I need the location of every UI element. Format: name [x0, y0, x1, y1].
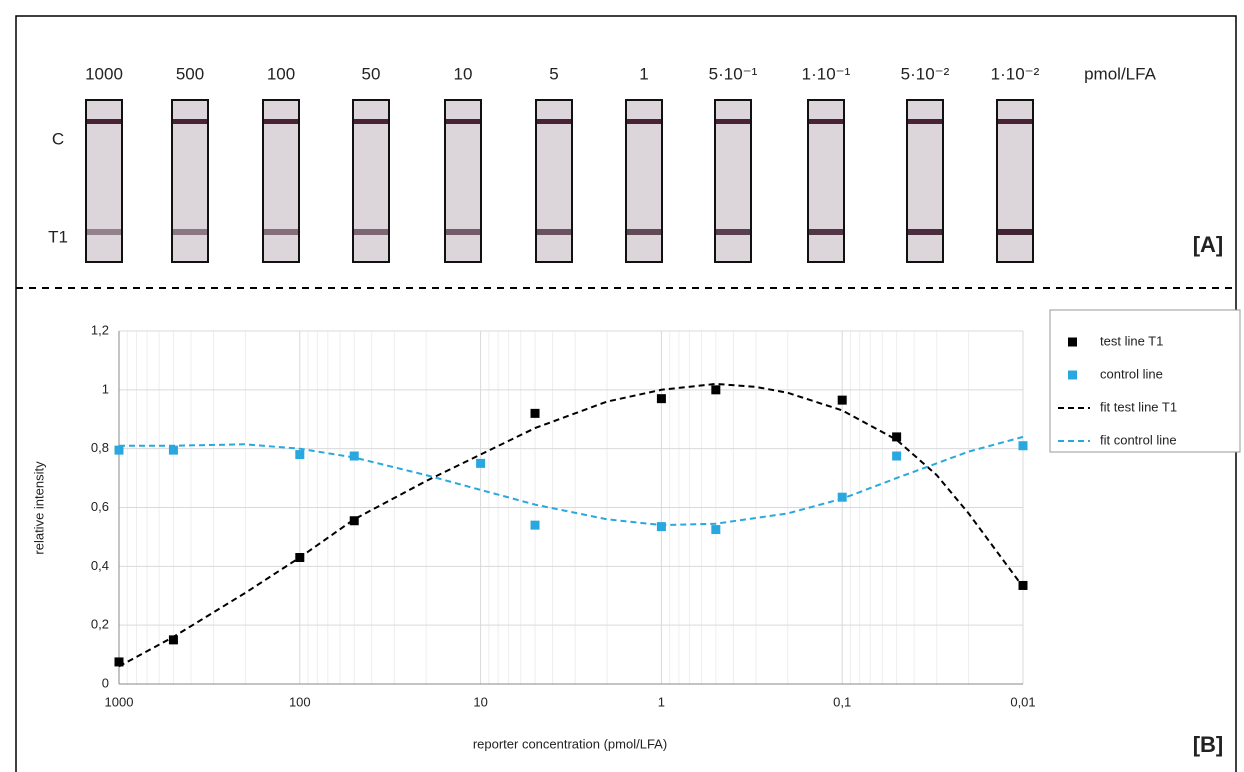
- panel-label: [B]: [1193, 732, 1224, 757]
- control-band: [264, 119, 298, 124]
- x-tick-label: 10: [473, 694, 487, 709]
- data-point: [168, 445, 178, 455]
- data-point: [114, 445, 124, 455]
- fit-curve: [118, 382, 1024, 668]
- test-band: [627, 229, 661, 235]
- control-band: [716, 119, 750, 124]
- control-band: [908, 119, 942, 124]
- row-label: T1: [48, 227, 68, 246]
- test-band: [173, 229, 207, 235]
- test-band: [354, 229, 388, 235]
- test-strip: [171, 99, 209, 263]
- concentration-label: 50: [362, 64, 381, 83]
- test-band: [264, 229, 298, 235]
- y-tick-label: 0,4: [91, 558, 109, 573]
- test-band: [809, 229, 843, 235]
- data-point: [837, 492, 847, 502]
- test-strip: [352, 99, 390, 263]
- concentration-label: 1·10⁻¹: [802, 64, 851, 83]
- control-band: [537, 119, 571, 124]
- test-strip: [535, 99, 573, 263]
- test-strip: [262, 99, 300, 263]
- row-label: C: [52, 129, 64, 148]
- concentration-label: 100: [267, 64, 295, 83]
- data-point: [892, 432, 902, 442]
- legend-marker: [1068, 337, 1077, 347]
- y-tick-label: 0: [102, 675, 109, 690]
- concentration-label: 1000: [85, 64, 123, 83]
- x-tick-label: 1: [658, 694, 665, 709]
- concentration-label: 5·10⁻²: [901, 64, 950, 83]
- legend-box: [1049, 309, 1241, 453]
- control-band: [354, 119, 388, 124]
- data-point: [656, 394, 666, 404]
- control-band: [809, 119, 843, 124]
- fit-curve: [119, 435, 1024, 527]
- concentration-label: 1: [639, 64, 648, 83]
- test-strip: [444, 99, 482, 263]
- y-tick-label: 1: [102, 381, 109, 396]
- data-point: [530, 408, 540, 418]
- test-strip: [807, 99, 845, 263]
- x-tick-label: 0,1: [833, 694, 851, 709]
- control-band: [998, 119, 1032, 124]
- y-tick-label: 0,2: [91, 617, 109, 632]
- concentration-label: 500: [176, 64, 204, 83]
- control-band: [173, 119, 207, 124]
- legend-label: fit test line T1: [1100, 399, 1177, 414]
- data-point: [711, 385, 721, 395]
- y-tick-label: 0,6: [91, 499, 109, 514]
- x-tick-label: 1000: [105, 694, 134, 709]
- data-point: [114, 657, 124, 667]
- control-band: [446, 119, 480, 124]
- data-point: [349, 516, 359, 526]
- test-strip: [625, 99, 663, 263]
- test-band: [908, 229, 942, 235]
- data-point: [656, 522, 666, 532]
- test-band: [998, 229, 1032, 235]
- data-point: [295, 450, 305, 460]
- data-point: [837, 395, 847, 405]
- test-band: [537, 229, 571, 235]
- test-strip: [906, 99, 944, 263]
- legend-label: control line: [1100, 366, 1163, 381]
- data-point: [476, 458, 486, 468]
- y-tick-label: 0,8: [91, 440, 109, 455]
- test-strip: [714, 99, 752, 263]
- control-band: [87, 119, 121, 124]
- test-band: [716, 229, 750, 235]
- data-point: [1018, 441, 1028, 451]
- y-axis-title: relative intensity: [31, 461, 46, 555]
- concentration-label: 10: [454, 64, 473, 83]
- test-strip: [996, 99, 1034, 263]
- legend-label: fit control line: [1100, 432, 1177, 447]
- data-point: [168, 635, 178, 645]
- x-axis-title: reporter concentration (pmol/LFA): [473, 736, 667, 751]
- legend-label: test line T1: [1100, 333, 1163, 348]
- y-tick-label: 1,2: [91, 322, 109, 337]
- data-point: [530, 520, 540, 530]
- concentration-label: 5: [549, 64, 558, 83]
- data-point: [349, 451, 359, 461]
- data-point: [711, 525, 721, 535]
- legend-marker: [1068, 370, 1077, 380]
- control-band: [627, 119, 661, 124]
- concentration-label: 1·10⁻²: [991, 64, 1040, 83]
- test-band: [446, 229, 480, 235]
- x-tick-label: 100: [289, 694, 311, 709]
- x-tick-label: 0,01: [1010, 694, 1035, 709]
- test-strip: [85, 99, 123, 263]
- test-band: [87, 229, 121, 235]
- concentration-label: 5·10⁻¹: [709, 64, 758, 83]
- unit-label: pmol/LFA: [1084, 64, 1156, 83]
- data-point: [892, 451, 902, 461]
- panel-label: [A]: [1193, 232, 1224, 257]
